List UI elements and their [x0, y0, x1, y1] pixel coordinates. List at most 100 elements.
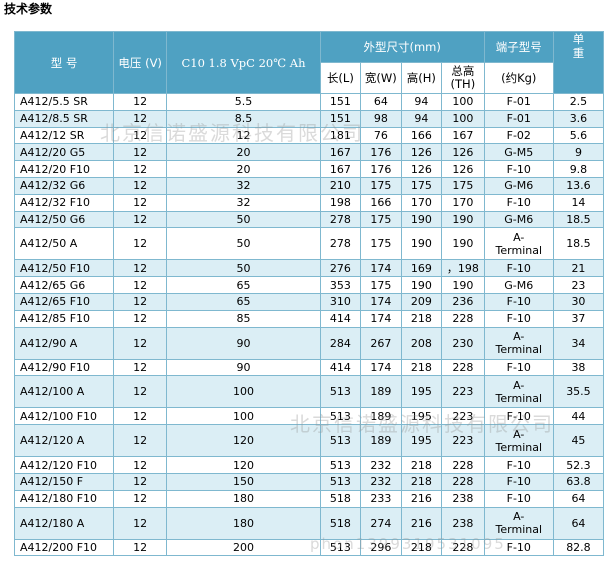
header-weight-unit: (约Kg) — [483, 62, 554, 94]
header-capacity: C10 1.8 VpC 20℃ Ah — [166, 31, 321, 94]
length-cell: 414 — [319, 358, 362, 377]
voltage-cell: 12 — [113, 193, 168, 212]
capacity-cell: 90 — [166, 326, 321, 360]
voltage-cell: 12 — [113, 210, 168, 229]
model-cell: A412/32 G6 — [13, 176, 115, 195]
model-cell: A412/120 F10 — [13, 456, 115, 474]
width-cell: 267 — [360, 326, 402, 360]
total-height-cell: 190 — [441, 227, 485, 261]
height-cell: 195 — [400, 375, 443, 409]
terminal-cell: A- Terminal — [483, 424, 554, 458]
capacity-cell: 180 — [166, 506, 321, 540]
length-cell: 513 — [319, 375, 362, 409]
table-row: A412/8.5 SR 12 8.5 151 98 94 100 F-01 3.6 — [13, 109, 605, 128]
height-cell: 216 — [400, 489, 443, 508]
capacity-cell: 150 — [166, 472, 321, 491]
table-row: A412/32 F10 12 32 198 166 170 170 F-10 14 — [13, 193, 605, 212]
voltage-cell: 12 — [113, 489, 168, 508]
voltage-cell: 12 — [113, 407, 168, 426]
height-cell: 208 — [400, 326, 443, 360]
weight-cell: 14 — [552, 193, 605, 212]
total-height-cell: 238 — [441, 506, 485, 540]
voltage-cell: 12 — [113, 424, 168, 458]
weight-cell: 21 — [552, 259, 605, 278]
total-height-cell: 236 — [441, 292, 485, 311]
height-cell: 218 — [400, 358, 443, 377]
weight-cell: 35.5 — [552, 375, 605, 409]
voltage-cell: 12 — [113, 326, 168, 360]
width-cell: 232 — [360, 472, 402, 491]
model-cell: A412/100 F10 — [13, 407, 115, 426]
table-row: A412/100 A 12 100 513 189 195 223 A- Terminal 35… — [13, 375, 605, 409]
table-row: A412/120 A 12 120 513 189 195 223 A- Terminal 45 — [13, 424, 605, 458]
header-model: 型 号 — [13, 31, 115, 94]
weight-cell: 34 — [552, 326, 605, 360]
length-cell: 513 — [319, 407, 362, 426]
length-cell: 151 — [319, 93, 362, 111]
height-cell: 169 — [400, 259, 443, 278]
voltage-cell: 12 — [113, 375, 168, 409]
header-length: 长(L) — [319, 62, 362, 94]
weight-cell: 23 — [552, 276, 605, 294]
length-cell: 513 — [319, 424, 362, 458]
voltage-cell: 12 — [113, 472, 168, 491]
width-cell: 274 — [360, 506, 402, 540]
total-height-cell: 100 — [441, 93, 485, 111]
terminal-cell: F-10 — [483, 456, 554, 474]
voltage-cell: 12 — [113, 276, 168, 294]
terminal-cell: F-10 — [483, 538, 554, 557]
total-height-cell: 230 — [441, 326, 485, 360]
width-cell: 189 — [360, 375, 402, 409]
weight-cell: 3.6 — [552, 109, 605, 128]
terminal-cell: A- Terminal — [483, 326, 554, 360]
header-height: 高(H) — [400, 62, 443, 94]
height-cell: 209 — [400, 292, 443, 311]
capacity-cell: 200 — [166, 538, 321, 557]
table-row: A412/150 F 12 150 513 232 218 228 F-10 63.8 — [13, 472, 605, 491]
model-cell: A412/8.5 SR — [13, 109, 115, 128]
terminal-cell: A- Terminal — [483, 227, 554, 261]
table-row: A412/90 F10 12 90 414 174 218 228 F-10 38 — [13, 358, 605, 377]
length-cell: 278 — [319, 227, 362, 261]
spec-table-body: A412/5.5 SR 12 5.5 151 64 94 100 F-01 2.5 A412/8.… — [13, 93, 605, 557]
total-height-cell: 228 — [441, 538, 485, 557]
length-cell: 513 — [319, 456, 362, 474]
weight-cell: 30 — [552, 292, 605, 311]
model-cell: A412/90 F10 — [13, 358, 115, 377]
total-height-cell: 228 — [441, 472, 485, 491]
total-height-cell: 100 — [441, 109, 485, 128]
length-cell: 198 — [319, 193, 362, 212]
height-cell: 218 — [400, 456, 443, 474]
total-height-cell: 223 — [441, 424, 485, 458]
capacity-cell: 120 — [166, 424, 321, 458]
terminal-cell: F-02 — [483, 126, 554, 145]
table-row: A412/50 A 12 50 278 175 190 190 A- Terminal 18.5 — [13, 227, 605, 261]
model-cell: A412/50 F10 — [13, 259, 115, 278]
width-cell: 189 — [360, 424, 402, 458]
weight-cell: 45 — [552, 424, 605, 458]
height-cell: 126 — [400, 160, 443, 178]
length-cell: 353 — [319, 276, 362, 294]
height-cell: 218 — [400, 538, 443, 557]
voltage-cell: 12 — [113, 109, 168, 128]
model-cell: A412/85 F10 — [13, 309, 115, 328]
weight-cell: 5.6 — [552, 126, 605, 145]
model-cell: A412/120 A — [13, 424, 115, 458]
total-height-cell: 126 — [441, 143, 485, 162]
voltage-cell: 12 — [113, 160, 168, 178]
terminal-cell: F-10 — [483, 358, 554, 377]
capacity-cell: 180 — [166, 489, 321, 508]
total-height-cell: 167 — [441, 126, 485, 145]
width-cell: 175 — [360, 227, 402, 261]
width-cell: 175 — [360, 276, 402, 294]
terminal-cell: G-M6 — [483, 210, 554, 229]
voltage-cell: 12 — [113, 309, 168, 328]
voltage-cell: 12 — [113, 358, 168, 377]
model-cell: A412/180 F10 — [13, 489, 115, 508]
model-cell: A412/50 A — [13, 227, 115, 261]
height-cell: 195 — [400, 407, 443, 426]
terminal-cell: F-10 — [483, 160, 554, 178]
table-row: A412/120 F10 12 120 513 232 218 228 F-10 52.3 — [13, 456, 605, 474]
header-terminal: 端子型号 — [483, 31, 554, 63]
height-cell: 175 — [400, 176, 443, 195]
